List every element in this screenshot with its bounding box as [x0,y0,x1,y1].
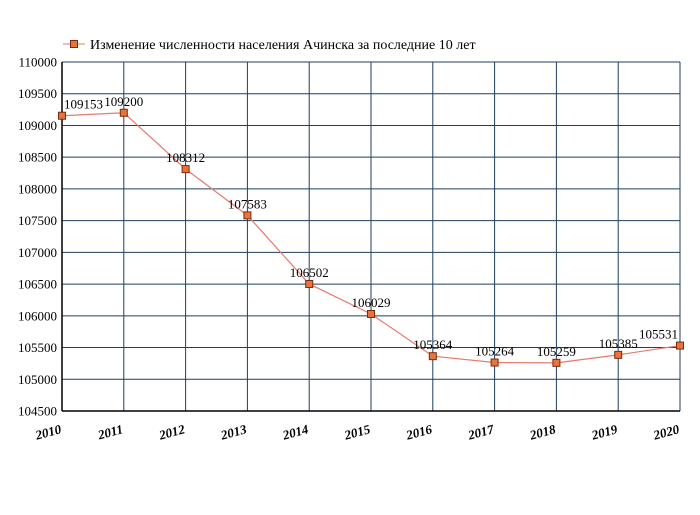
data-point-marker [367,309,375,318]
data-label: 105385 [599,336,638,351]
legend-series-name: Изменение численности населения Ачинска … [90,38,476,53]
chart-series: 109153 109200 108312 107583 106502 106029 1053… [58,94,684,367]
data-point-marker [181,165,190,174]
y-tick-label: 107500 [18,213,57,228]
x-tick-label: 2020 [651,421,681,443]
y-tick-label: 107000 [18,245,57,260]
data-label: 105259 [537,344,576,359]
data-point-marker [305,279,314,288]
y-tick-label: 104500 [18,404,57,419]
x-tick-label: 2011 [95,421,124,442]
x-tick-label: 2014 [280,421,310,443]
data-point-marker [676,341,684,350]
data-label: 109200 [104,94,143,109]
y-tick-label: 109000 [18,118,57,133]
y-tick-label: 105000 [18,372,57,387]
data-label: 109153 [64,97,103,112]
data-label: 105531 [639,327,678,342]
data-label: 105364 [413,337,453,352]
y-tick-label: 109500 [18,86,57,101]
x-tick-label: 2016 [404,421,434,443]
y-tick-label: 110000 [18,55,57,70]
x-tick-label: 2010 [33,421,63,443]
data-label: 108312 [166,150,205,165]
x-tick-label: 2018 [527,421,557,443]
y-tick-label: 108000 [18,181,57,196]
x-axis-tick-labels: 2010 2011 2012 2013 2014 2015 2016 2017 2018 2019… [33,421,681,443]
data-label: 106029 [352,295,391,310]
legend-marker-swatch [70,40,78,48]
data-point-marker [58,111,66,120]
data-point-marker [243,211,252,220]
y-tick-label: 106000 [18,308,57,323]
chart-legend: Изменение численности населения Ачинска … [63,38,476,53]
data-point-marker [614,350,623,359]
x-tick-label: 2019 [589,421,619,443]
data-label: 105264 [475,344,515,359]
y-axis-tick-labels: 104500 105000 105500 106000 106500 107000 1075… [18,55,57,419]
data-point-marker [428,352,437,361]
data-point-marker [552,358,561,367]
x-tick-label: 2012 [156,421,186,443]
data-label: 107583 [228,196,267,211]
data-point-marker [119,108,128,117]
y-tick-label: 108500 [18,150,57,165]
x-tick-label: 2013 [218,421,248,443]
x-tick-label: 2017 [465,421,495,443]
y-tick-label: 105500 [18,340,57,355]
x-tick-label: 2015 [342,421,372,443]
data-label: 106502 [290,265,329,280]
data-point-marker [490,358,499,367]
y-tick-label: 106500 [18,277,57,292]
